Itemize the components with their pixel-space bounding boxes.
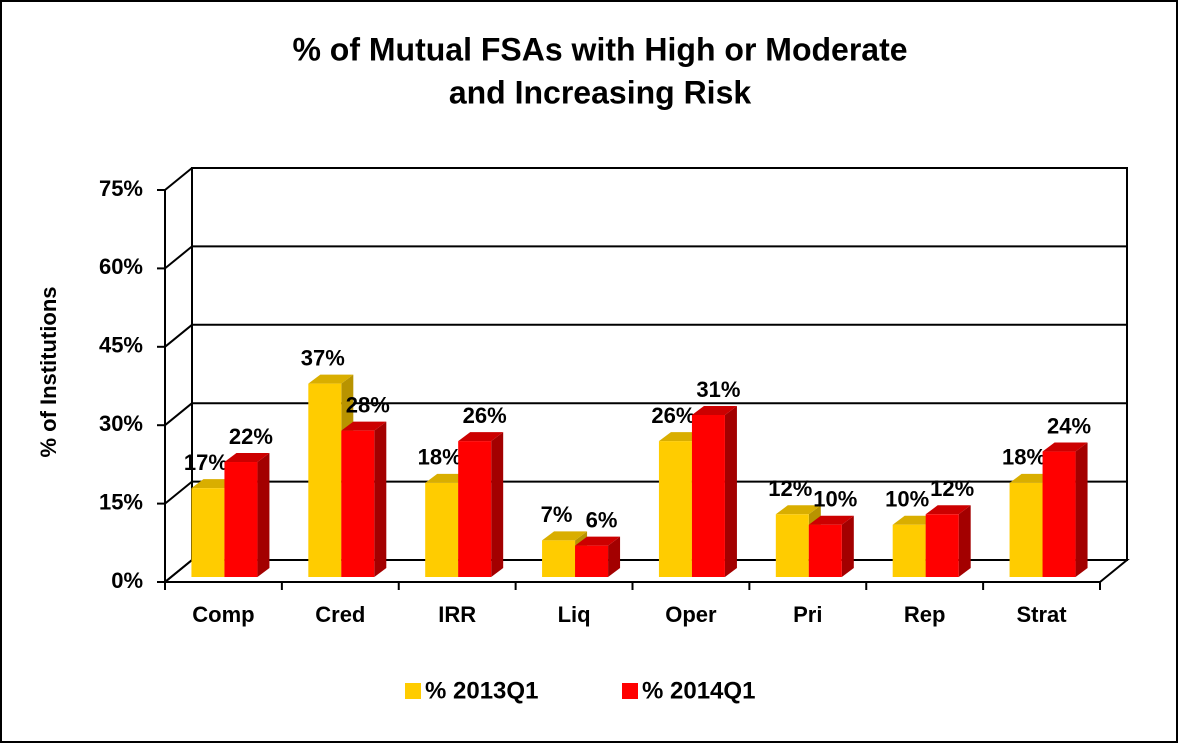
- bar-top: [775, 505, 821, 515]
- data-label: 7%: [541, 502, 573, 527]
- data-label: 12%: [930, 476, 974, 501]
- data-label: 31%: [696, 377, 740, 402]
- bar-top: [542, 531, 588, 541]
- x-tick-label: Strat: [1017, 602, 1068, 627]
- bar-side: [608, 536, 621, 577]
- y-tick-label: 0%: [111, 568, 143, 593]
- bar-top: [224, 453, 270, 463]
- x-tick-label: Oper: [665, 602, 717, 627]
- bar-top: [308, 374, 354, 384]
- data-label: 28%: [346, 392, 390, 417]
- legend-swatch: [622, 683, 638, 699]
- y-tick-label: 30%: [99, 411, 143, 436]
- grid-line-side: [164, 245, 193, 270]
- bar-side: [374, 421, 387, 577]
- legend-label: % 2014Q1: [642, 677, 755, 704]
- chart-title: % of Mutual FSAs with High or Moderate: [292, 31, 907, 67]
- y-tick-label: 15%: [99, 489, 143, 514]
- data-label: 22%: [229, 424, 273, 449]
- x-tick-label: Rep: [904, 602, 946, 627]
- bar-top: [808, 515, 854, 525]
- data-label: 12%: [768, 476, 812, 501]
- bar-front: [425, 482, 459, 577]
- bar-front: [341, 430, 375, 577]
- bar-top: [1042, 442, 1088, 452]
- bar-front: [775, 514, 809, 577]
- bar-top: [691, 405, 737, 415]
- data-label: 18%: [1002, 445, 1046, 470]
- data-label: 26%: [463, 403, 507, 428]
- y-tick-label: 60%: [99, 254, 143, 279]
- bar-front: [224, 462, 258, 577]
- bar: [341, 421, 387, 577]
- bar: [925, 505, 971, 577]
- bar-top: [341, 421, 387, 431]
- y-axis-label: % of Institutions: [36, 286, 61, 457]
- data-label: 10%: [885, 487, 929, 512]
- data-label: 6%: [586, 507, 618, 532]
- bar-side: [958, 505, 971, 577]
- bar-side: [1075, 442, 1088, 577]
- bar-front: [658, 441, 692, 577]
- bar-front: [308, 383, 342, 577]
- y-tick-label: 75%: [99, 176, 143, 201]
- data-label: 18%: [418, 445, 462, 470]
- grid-line-side: [164, 480, 193, 505]
- bar: [224, 453, 270, 577]
- bar: [808, 515, 854, 577]
- grid-line-side: [164, 324, 193, 348]
- y-tick-label: 45%: [99, 333, 143, 358]
- bar: [1042, 442, 1088, 577]
- bar-side: [257, 453, 270, 577]
- bar-side: [491, 432, 504, 577]
- bar: [691, 405, 737, 577]
- grid-line-side: [164, 167, 193, 191]
- bar: [458, 432, 504, 577]
- bar-side: [724, 405, 737, 577]
- bar-front: [1042, 451, 1076, 577]
- x-tick-label: Comp: [192, 602, 254, 627]
- x-tick-label: Cred: [315, 602, 365, 627]
- bar-front: [191, 488, 225, 577]
- bar-front: [458, 441, 492, 577]
- bar-front: [808, 524, 842, 577]
- bar-front: [575, 545, 609, 577]
- bar-top: [458, 432, 504, 442]
- x-tick-label: Pri: [793, 602, 822, 627]
- bar-front: [691, 414, 725, 577]
- bar-top: [575, 536, 621, 546]
- legend-label: % 2013Q1: [425, 677, 538, 704]
- x-tick-label: IRR: [438, 602, 476, 627]
- bar: [575, 536, 621, 577]
- bar-front: [925, 514, 959, 577]
- bar-front: [1009, 482, 1043, 577]
- data-label: 26%: [651, 403, 695, 428]
- bar-front: [542, 540, 576, 577]
- bar-front: [892, 524, 926, 577]
- x-tick-label: Liq: [558, 602, 591, 627]
- bar-side: [841, 515, 854, 577]
- legend-swatch: [405, 683, 421, 699]
- data-label: 17%: [184, 450, 228, 475]
- bar-top: [925, 505, 971, 515]
- grid-line-side: [164, 402, 193, 426]
- grid-line-side: [164, 559, 193, 583]
- data-label: 24%: [1047, 413, 1091, 438]
- data-label: 37%: [301, 345, 345, 370]
- data-label: 10%: [813, 487, 857, 512]
- chart-title: and Increasing Risk: [449, 74, 752, 110]
